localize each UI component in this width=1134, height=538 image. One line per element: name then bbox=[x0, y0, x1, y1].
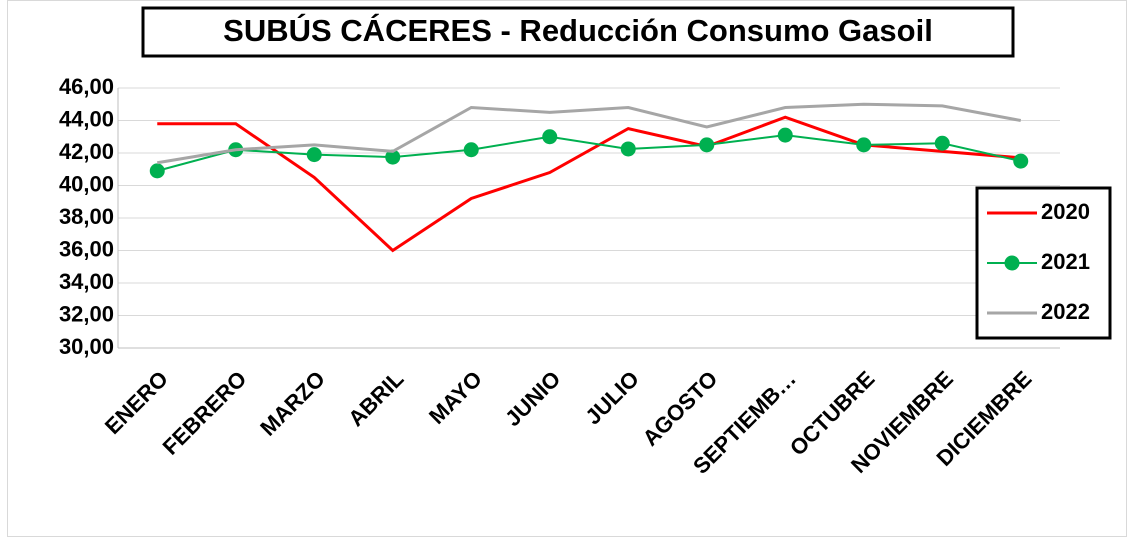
y-tick-label: 40,00 bbox=[59, 171, 114, 196]
legend-label: 2021 bbox=[1041, 249, 1090, 274]
legend-marker bbox=[1004, 255, 1020, 271]
chart-title: SUBÚS CÁCERES - Reducción Consumo Gasoil bbox=[223, 12, 933, 48]
point bbox=[542, 129, 558, 145]
point bbox=[1013, 153, 1029, 169]
point bbox=[385, 149, 401, 165]
series-line bbox=[156, 134, 1021, 172]
y-tick-label: 34,00 bbox=[59, 269, 114, 294]
point bbox=[856, 137, 872, 153]
series-line bbox=[157, 102, 1022, 165]
series-line bbox=[157, 115, 1021, 253]
point bbox=[934, 135, 950, 151]
chart-border bbox=[7, 0, 1127, 537]
y-tick-label: 30,00 bbox=[59, 334, 114, 359]
point bbox=[306, 147, 322, 163]
point bbox=[149, 163, 165, 179]
point bbox=[620, 141, 636, 157]
y-tick-label: 44,00 bbox=[59, 106, 114, 131]
title-box bbox=[141, 6, 1015, 58]
point bbox=[699, 137, 715, 153]
y-tick-label: 38,00 bbox=[59, 204, 114, 229]
y-tick-label: 46,00 bbox=[59, 74, 114, 99]
point bbox=[777, 127, 793, 143]
y-tick-label: 36,00 bbox=[59, 236, 114, 261]
legend-label: 2022 bbox=[1041, 299, 1090, 324]
y-tick-label: 42,00 bbox=[59, 139, 114, 164]
point bbox=[463, 142, 479, 158]
y-tick-label: 32,00 bbox=[59, 301, 114, 326]
legend-label: 2020 bbox=[1041, 199, 1090, 224]
